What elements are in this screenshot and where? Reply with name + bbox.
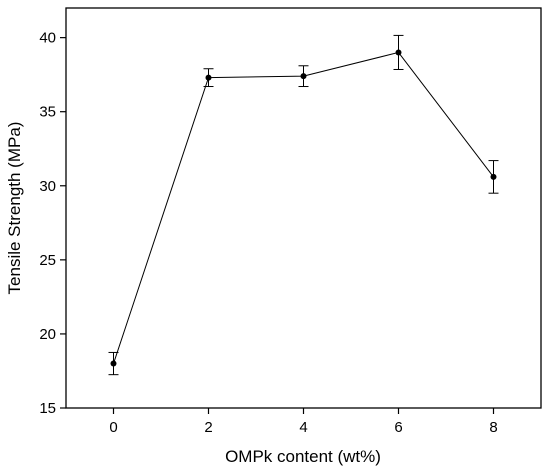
x-axis-title: OMPk content (wt%) <box>225 447 381 466</box>
x-tick-label: 2 <box>204 419 212 436</box>
y-tick-label: 40 <box>39 30 56 47</box>
data-point <box>300 73 307 80</box>
x-tick-label: 8 <box>489 419 497 436</box>
data-point <box>205 74 212 81</box>
x-tick-label: 4 <box>299 419 307 436</box>
y-tick-label: 30 <box>39 178 56 195</box>
y-tick-label: 25 <box>39 252 56 269</box>
y-axis-title: Tensile Strength (MPa) <box>5 122 24 295</box>
y-axis-ticks: 15 20 25 30 35 40 <box>39 30 66 417</box>
series-line <box>113 51 494 364</box>
data-point <box>110 360 117 367</box>
series-layer <box>108 34 499 376</box>
data-point <box>490 173 497 180</box>
data-point <box>395 49 402 56</box>
y-tick-label: 35 <box>39 104 56 121</box>
x-axis-ticks: 0 2 4 6 8 <box>109 408 498 436</box>
x-tick-label: 0 <box>109 419 117 436</box>
x-tick-label: 6 <box>394 419 402 436</box>
y-tick-label: 15 <box>39 400 56 417</box>
y-tick-label: 20 <box>39 326 56 343</box>
